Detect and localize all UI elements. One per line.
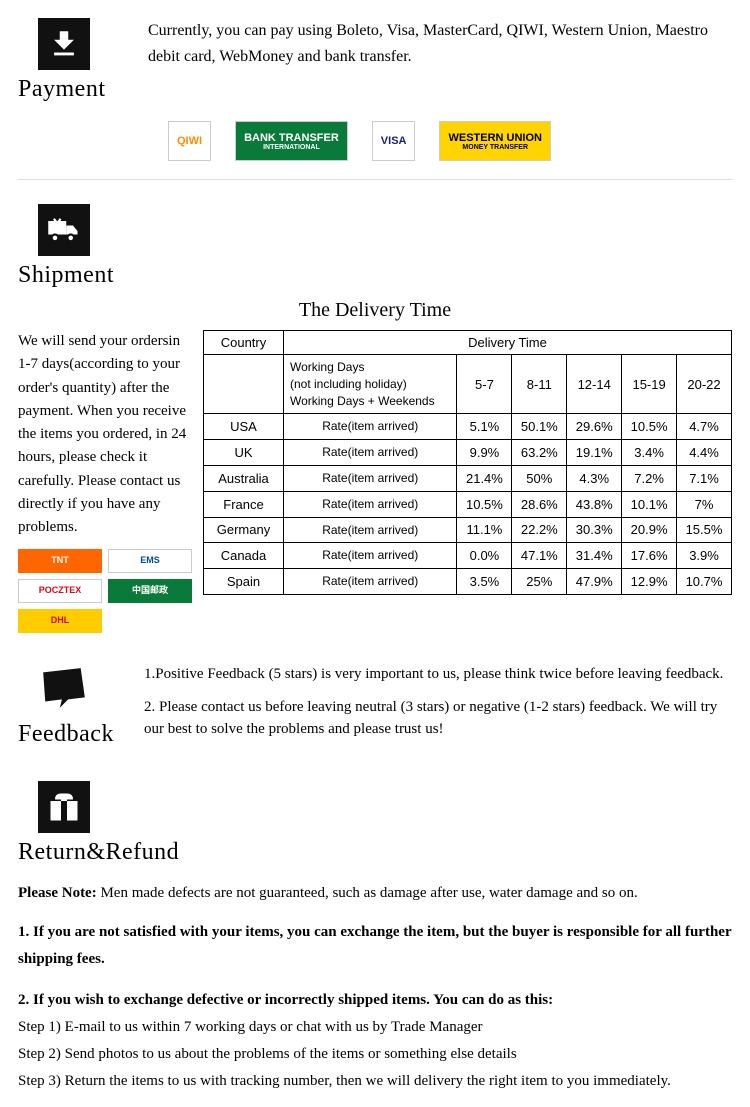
range-cell: 15-19 — [622, 355, 677, 414]
return-p2: 2. If you wish to exchange defective or … — [18, 987, 732, 1014]
feedback-icon — [38, 663, 90, 715]
shipment-title: Shipment — [18, 262, 114, 289]
payment-logo: VISA — [372, 121, 416, 161]
range-cell: 12-14 — [567, 355, 622, 414]
payment-section: Payment Currently, you can pay using Bol… — [0, 0, 750, 173]
delivery-table: Country Delivery Time Working Days (not … — [203, 330, 732, 595]
return-step3: Step 3) Return the items to us with trac… — [18, 1068, 732, 1095]
feedback-section: Feedback 1.Positive Feedback (5 stars) i… — [0, 645, 750, 763]
carrier-logo: POCZTEX — [18, 579, 102, 603]
table-row: CanadaRate(item arrived)0.0%47.1%31.4%17… — [203, 543, 731, 569]
feedback-line2: 2. Please contact us before leaving neut… — [144, 696, 732, 741]
table-row: UKRate(item arrived)9.9%63.2%19.1%3.4%4.… — [203, 440, 731, 466]
carrier-logo: DHL — [18, 609, 102, 633]
carrier-logos: TNTEMSPOCZTEX中国邮政DHL — [18, 549, 195, 633]
range-cell: 8-11 — [512, 355, 567, 414]
shipment-section: Shipment The Delivery Time We will send … — [0, 186, 750, 645]
return-section: Return&Refund Please Note: Men made defe… — [0, 763, 750, 1107]
return-icon — [38, 781, 90, 833]
payment-desc: Currently, you can pay using Boleto, Vis… — [148, 18, 732, 69]
return-step2: Step 2) Send photos to us about the prob… — [18, 1041, 732, 1068]
working-days-cell: Working Days (not including holiday) Wor… — [283, 355, 457, 414]
payment-title: Payment — [18, 76, 106, 103]
th-delivery: Delivery Time — [283, 331, 731, 355]
payment-logo: WESTERN UNIONMONEY TRANSFER — [439, 121, 551, 161]
carrier-logo: EMS — [108, 549, 192, 573]
table-row: GermanyRate(item arrived)11.1%22.2%30.3%… — [203, 517, 731, 543]
return-p1: 1. If you are not satisfied with your it… — [18, 919, 732, 973]
payment-logos: QIWI BANK TRANSFERINTERNATIONAL VISA WESTER… — [168, 121, 732, 161]
return-note: Please Note: Men made defects are not gu… — [18, 880, 732, 907]
table-row: SpainRate(item arrived)3.5%25%47.9%12.9%… — [203, 569, 731, 595]
delivery-table-title: The Delivery Time — [18, 299, 732, 322]
payment-icon — [38, 18, 90, 70]
table-row: AustraliaRate(item arrived)21.4%50%4.3%7… — [203, 465, 731, 491]
feedback-title: Feedback — [18, 721, 114, 748]
range-cell: 20-22 — [677, 355, 732, 414]
payment-logo: BANK TRANSFERINTERNATIONAL — [235, 121, 348, 161]
feedback-line1: 1.Positive Feedback (5 stars) is very im… — [144, 663, 732, 686]
shipment-icon — [38, 204, 90, 256]
carrier-logo: TNT — [18, 549, 102, 573]
range-cell: 5-7 — [457, 355, 512, 414]
shipment-desc: We will send your ordersin 1-7 days(acco… — [18, 330, 195, 539]
table-row: FranceRate(item arrived)10.5%28.6%43.8%1… — [203, 491, 731, 517]
return-title: Return&Refund — [18, 839, 179, 866]
payment-logo: QIWI — [168, 121, 211, 161]
divider — [18, 179, 732, 180]
return-step1: Step 1) E-mail to us within 7 working da… — [18, 1014, 732, 1041]
th-country: Country — [203, 331, 283, 355]
carrier-logo: 中国邮政 — [108, 579, 192, 603]
table-row: USARate(item arrived)5.1%50.1%29.6%10.5%… — [203, 414, 731, 440]
